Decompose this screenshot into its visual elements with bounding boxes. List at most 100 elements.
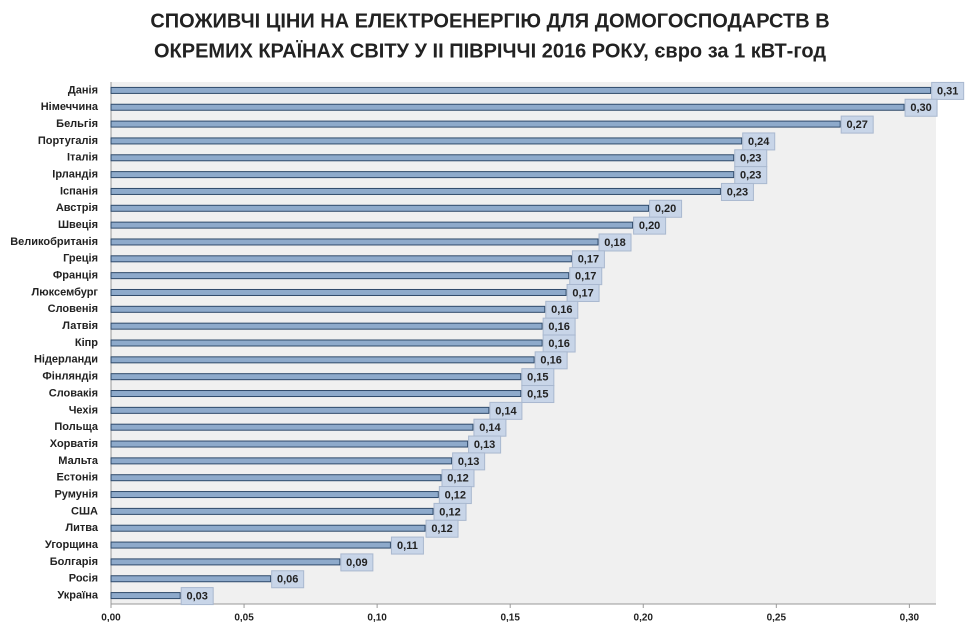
value-label: 0,24	[748, 136, 770, 148]
value-label: 0,23	[740, 153, 761, 165]
value-label-box	[720, 182, 754, 201]
bar	[110, 390, 522, 398]
value-label: 0,16	[551, 304, 572, 316]
x-tick-label: 0,25	[767, 613, 787, 624]
value-label-box	[180, 587, 214, 606]
value-label: 0,16	[548, 321, 569, 333]
bar	[110, 373, 522, 381]
value-label-box	[633, 216, 667, 235]
value-label: 0,17	[575, 271, 596, 283]
value-label: 0,03	[186, 590, 207, 602]
chart-title: СПОЖИВЧІ ЦІНИ НА ЕЛЕКТРОЕНЕРГІЮ ДЛЯ ДОМО…	[150, 10, 829, 32]
y-tick-label: Румунія	[54, 488, 98, 500]
y-tick-label: Греція	[63, 253, 98, 265]
y-tick-label: Чехія	[69, 404, 98, 416]
bar	[110, 558, 341, 566]
value-label: 0,09	[346, 557, 367, 569]
value-label-box	[390, 536, 424, 555]
value-label-box	[340, 553, 374, 572]
y-tick-label: Великобританія	[10, 236, 98, 248]
value-label: 0,27	[846, 119, 867, 131]
bar	[110, 322, 543, 330]
bar	[110, 238, 599, 246]
value-label: 0,13	[458, 456, 479, 468]
value-label-box	[271, 570, 305, 589]
y-tick-label: Болгарія	[50, 556, 98, 568]
y-tick-label: Литва	[65, 522, 98, 534]
value-label: 0,12	[431, 523, 452, 535]
value-label: 0,31	[937, 85, 958, 97]
bar	[110, 541, 391, 549]
y-tick-label: Латвія	[62, 320, 98, 332]
value-label: 0,16	[540, 355, 561, 367]
y-tick-label: Мальта	[58, 455, 99, 467]
value-label-box	[566, 283, 600, 302]
value-label: 0,11	[397, 540, 418, 552]
value-label: 0,15	[527, 388, 548, 400]
bar	[110, 171, 735, 179]
y-tick-label: Словакія	[49, 387, 98, 399]
y-tick-label: Швеція	[58, 219, 98, 231]
y-tick-label: Люксембург	[32, 286, 99, 298]
value-label-box	[598, 233, 632, 252]
bar	[110, 103, 905, 111]
value-label: 0,18	[604, 237, 625, 249]
y-tick-label: Іспанія	[60, 185, 98, 197]
bar	[110, 187, 721, 195]
bar	[110, 491, 439, 499]
value-label: 0,16	[548, 338, 569, 350]
bar	[110, 137, 743, 145]
bar	[110, 288, 567, 296]
value-label-box	[521, 385, 555, 404]
y-tick-label: Хорватія	[50, 438, 98, 450]
y-tick-label: Кіпр	[75, 337, 98, 349]
bar	[110, 86, 932, 94]
x-tick-label: 0,20	[634, 613, 654, 624]
y-tick-label: Ірландія	[52, 169, 98, 181]
value-label: 0,20	[639, 220, 660, 232]
value-label: 0,14	[479, 422, 501, 434]
bar	[110, 457, 453, 465]
bar	[110, 507, 434, 515]
value-label: 0,30	[910, 102, 931, 114]
x-tick-label: 0,00	[101, 613, 121, 624]
y-tick-label: Німеччина	[41, 101, 99, 113]
bar	[110, 575, 272, 583]
y-tick-label: Словенія	[48, 303, 98, 315]
y-tick-label: Данія	[68, 84, 98, 96]
bar	[110, 204, 650, 212]
value-label-box	[904, 98, 938, 117]
y-tick-label: Португалія	[38, 135, 98, 147]
bar	[110, 423, 474, 431]
x-tick-label: 0,10	[367, 613, 387, 624]
bar	[110, 221, 634, 229]
value-label: 0,15	[527, 372, 548, 384]
y-tick-label: Росія	[69, 573, 98, 585]
value-label-box	[425, 519, 459, 538]
y-tick-label: Естонія	[56, 472, 98, 484]
y-tick-label: Бельгія	[56, 118, 98, 130]
x-tick-label: 0,30	[900, 613, 920, 624]
bar	[110, 154, 735, 162]
value-label: 0,14	[495, 405, 517, 417]
bar	[110, 272, 570, 280]
chart-title: ОКРЕМИХ КРАЇНАХ СВІТУ У ІІ ПІВРІЧЧІ 2016…	[154, 39, 826, 62]
bar	[110, 120, 841, 128]
y-tick-label: Фінляндія	[42, 371, 98, 383]
x-tick-label: 0,05	[234, 613, 254, 624]
value-label: 0,12	[445, 489, 466, 501]
y-tick-label: Франція	[53, 270, 98, 282]
value-label: 0,23	[740, 170, 761, 182]
bar	[110, 305, 546, 313]
value-label: 0,20	[655, 203, 676, 215]
bar	[110, 255, 572, 263]
y-tick-label: Нідерланди	[34, 354, 98, 366]
value-label: 0,23	[727, 186, 748, 198]
y-tick-label: Італія	[67, 152, 98, 164]
bar	[110, 474, 442, 482]
value-label: 0,12	[439, 506, 460, 518]
value-label-box	[840, 115, 874, 134]
bar	[110, 339, 543, 347]
y-tick-label: Україна	[57, 589, 99, 601]
